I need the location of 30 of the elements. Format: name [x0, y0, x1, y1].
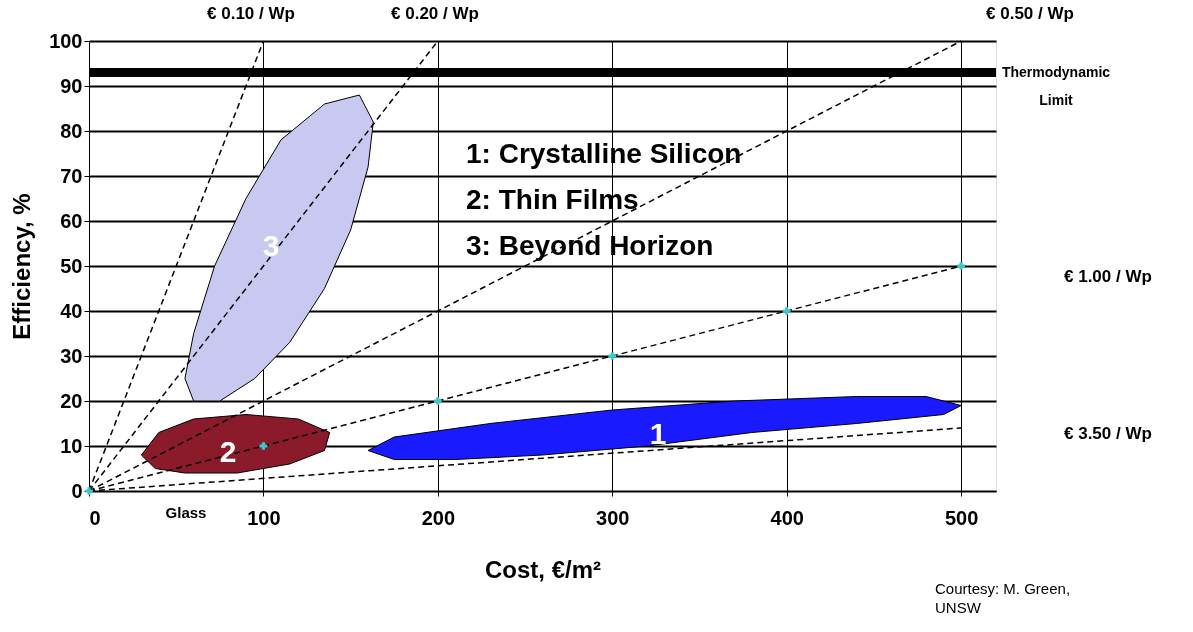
- text: Courtesy: M. Green, UNSW: [935, 580, 1071, 616]
- x-tick-label: 500: [944, 506, 979, 529]
- annotation: 2: [219, 435, 237, 468]
- x-tick-label: 0: [89, 506, 101, 529]
- y-tick-label: 90: [60, 74, 83, 97]
- y-tick-label: 50: [60, 254, 83, 277]
- y-tick-label: 40: [60, 299, 83, 322]
- annotation: 3: [262, 229, 280, 262]
- x-tick-label: 300: [596, 506, 630, 529]
- x-axis-title: Cost, €/m²: [484, 555, 602, 583]
- annotation: 1: [649, 417, 667, 450]
- text: Glass: [165, 504, 207, 521]
- y-tick-label: 10: [60, 434, 83, 457]
- y-tick-label: 70: [60, 164, 83, 187]
- text: € 0.10 / Wp: [207, 4, 295, 23]
- x-tick-label: 200: [421, 506, 456, 529]
- y-tick-label: 0: [71, 479, 83, 502]
- y-tick-label: 30: [60, 344, 83, 367]
- text: € 0.20 / Wp: [391, 4, 479, 23]
- y-axis-title: Efficiency, %: [8, 193, 36, 340]
- text: € 3.50 / Wp: [1064, 424, 1152, 443]
- text: € 0.50 / Wp: [986, 4, 1074, 23]
- y-tick-label: 100: [49, 29, 83, 52]
- x-tick-label: 400: [770, 506, 804, 529]
- y-tick-label: 20: [60, 389, 83, 412]
- text: € 1.00 / Wp: [1064, 267, 1152, 286]
- y-tick-label: 60: [60, 209, 83, 232]
- x-tick-label: 100: [247, 506, 281, 529]
- ref-line-label: Thermodynamic Limit: [1001, 63, 1111, 108]
- y-tick-label: 80: [60, 119, 83, 142]
